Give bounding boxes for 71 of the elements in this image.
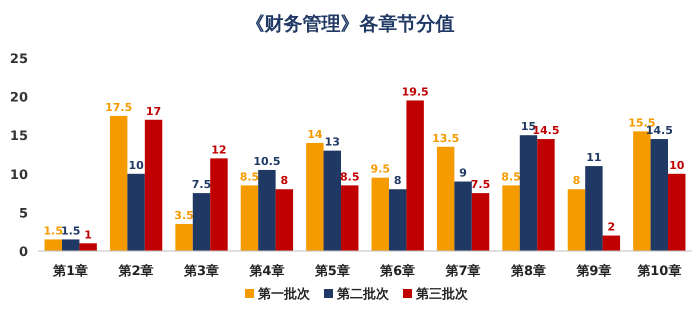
data-label: 8 [394,174,402,188]
bar [240,185,258,251]
bar [568,189,586,251]
data-label: 1.5 [44,224,64,238]
bar [585,166,603,251]
bar [668,174,686,251]
bar [324,150,342,251]
bar [62,239,80,251]
bar [79,243,97,251]
data-label: 17.5 [105,100,132,114]
chart-title: 《财务管理》各章节分值 [246,13,454,35]
data-label: 12 [211,143,227,156]
data-label: 2 [608,220,616,234]
data-label: 1 [84,228,92,242]
data-label: 9 [459,166,467,180]
data-label: 14 [307,128,323,141]
legend-label: 第三批次 [415,287,469,302]
y-tick-label: 20 [10,90,28,106]
data-label: 11 [586,151,602,164]
bar [388,189,406,251]
data-label: 8.5 [501,170,521,184]
bar [110,116,128,251]
data-label: 10 [669,158,685,172]
legend-label: 第二批次 [336,287,390,302]
bar [406,100,424,251]
x-tick-label: 第3章 [182,263,220,279]
data-label: 8 [572,174,580,188]
data-label: 13 [324,136,340,149]
data-label: 19.5 [402,85,429,98]
bar [472,193,490,251]
bar [650,139,668,251]
bar [175,224,193,251]
data-label: 9.5 [370,162,390,176]
bar [454,182,472,251]
x-tick-label: 第6章 [379,263,416,279]
data-label: 10.5 [253,154,280,168]
x-tick-label: 第4章 [248,263,284,279]
bar [44,239,62,251]
bar [210,158,228,251]
x-tick-label: 第5章 [314,263,350,279]
bar [372,178,389,251]
bar [537,139,555,251]
x-tick-label: 第8章 [510,263,546,279]
data-label: 1.5 [60,224,80,238]
bar [276,189,294,251]
bar [341,185,358,251]
bar [258,170,276,251]
bar [602,236,620,251]
data-label: 10 [128,158,144,172]
x-tick-label: 第1章 [52,263,88,279]
x-tick-label: 第9章 [575,263,612,279]
bar [436,146,454,251]
x-tick-label: 第2章 [118,263,154,279]
x-tick-label: 第7章 [444,263,481,279]
bar [520,135,538,251]
y-tick-label: 5 [18,206,28,222]
y-tick-label: 0 [18,245,28,260]
y-tick-label: 25 [10,52,28,67]
legend-label: 第一批次 [257,287,311,302]
y-tick-label: 10 [10,168,28,183]
data-label: 17 [146,104,162,118]
bar [502,185,520,251]
bar [127,174,145,251]
y-tick-label: 15 [10,129,28,144]
data-label: 8 [280,174,288,188]
x-tick-label: 第10章 [636,263,682,279]
bar [144,120,162,251]
bar [306,142,324,251]
data-label: 13.5 [432,132,460,145]
data-label: 3.5 [174,208,194,222]
bar [192,193,210,251]
